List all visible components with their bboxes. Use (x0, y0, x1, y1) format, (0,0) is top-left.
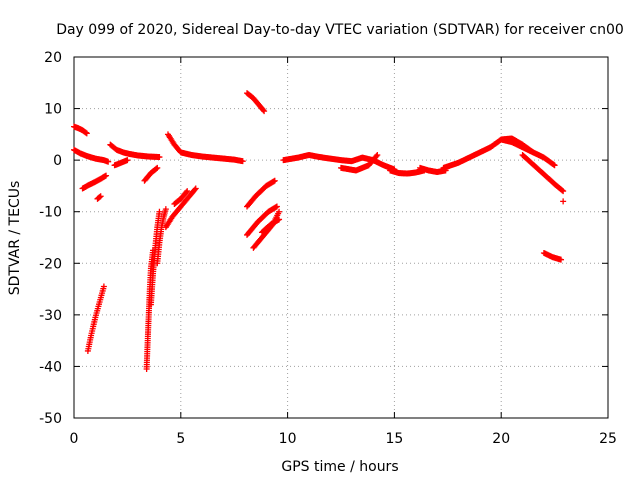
chart-title: Day 099 of 2020, Sidereal Day-to-day VTE… (56, 22, 624, 38)
series-track-n (171, 188, 191, 207)
y-axis-label: SDTVAR / TECUs (7, 181, 23, 296)
series-track-h (141, 164, 161, 184)
data-point (373, 153, 380, 160)
series-track-z (519, 151, 567, 195)
series-track-m (162, 185, 199, 231)
data-point (560, 198, 567, 205)
y-tick-label: -10 (39, 205, 62, 221)
data-point (97, 193, 104, 200)
series-track-g (111, 157, 131, 169)
series-track-q (244, 203, 280, 238)
data-point (103, 172, 110, 179)
series-track-i (164, 131, 246, 165)
data-point (100, 283, 107, 290)
data-point (551, 162, 558, 169)
series-track-c (79, 172, 110, 192)
data-point (124, 157, 131, 164)
y-tick-label: -30 (39, 308, 62, 324)
data-point (260, 107, 267, 114)
data-point (271, 177, 278, 184)
data-point (273, 203, 280, 210)
data-point (83, 130, 90, 137)
data-point (156, 208, 163, 215)
x-tick-label: 20 (492, 431, 510, 447)
series-track-w (417, 164, 449, 176)
data-point (239, 158, 246, 165)
data-point (192, 185, 199, 192)
data-point (560, 188, 567, 195)
data-point (184, 188, 191, 195)
series-track-aa (560, 198, 567, 205)
series-track-o (244, 90, 268, 115)
x-axis-label: GPS time / hours (281, 459, 398, 475)
y-tick-label: 20 (44, 50, 62, 66)
data-point (559, 187, 566, 194)
x-tick-label: 25 (599, 431, 617, 447)
series-track-b (71, 146, 112, 165)
series-track-k (147, 208, 163, 308)
data-point (374, 151, 381, 158)
data-point (276, 208, 283, 215)
series-track-p (244, 177, 278, 210)
axis-ticks: 0 5 10 15 20 25 20 10 0 -10 -20 -30 -40 -50 (39, 50, 617, 447)
series-track-d (94, 193, 104, 202)
data-points (71, 90, 567, 373)
data-point (162, 206, 169, 213)
series-track-ab (540, 249, 565, 263)
data-point (261, 108, 268, 115)
series-track-v (387, 167, 428, 177)
y-tick-label: -50 (39, 411, 62, 427)
data-point (276, 216, 283, 223)
series-track-u (338, 151, 381, 174)
series-track-s (258, 216, 283, 236)
y-tick-label: 10 (44, 102, 62, 118)
data-point (154, 164, 161, 171)
x-tick-label: 0 (70, 431, 79, 447)
data-point (191, 186, 198, 193)
plot-border (73, 56, 609, 419)
y-tick-label: 0 (53, 153, 62, 169)
series-track-y (498, 136, 558, 169)
data-point (105, 158, 112, 165)
series-track-a (71, 123, 90, 137)
y-tick-label: -20 (39, 256, 62, 272)
plot-frame (73, 56, 609, 419)
data-point (156, 154, 163, 161)
data-point (153, 165, 160, 172)
x-tick-label: 15 (385, 431, 403, 447)
data-point (183, 189, 190, 196)
data-point (558, 256, 565, 263)
x-tick-label: 10 (279, 431, 297, 447)
series-track-x (440, 135, 537, 171)
y-tick-label: -40 (39, 359, 62, 375)
series-track-f (107, 141, 163, 161)
x-tick-label: 5 (176, 431, 185, 447)
grid-lines (74, 57, 608, 418)
series-track-l (154, 206, 169, 267)
series-track-e (84, 283, 107, 354)
